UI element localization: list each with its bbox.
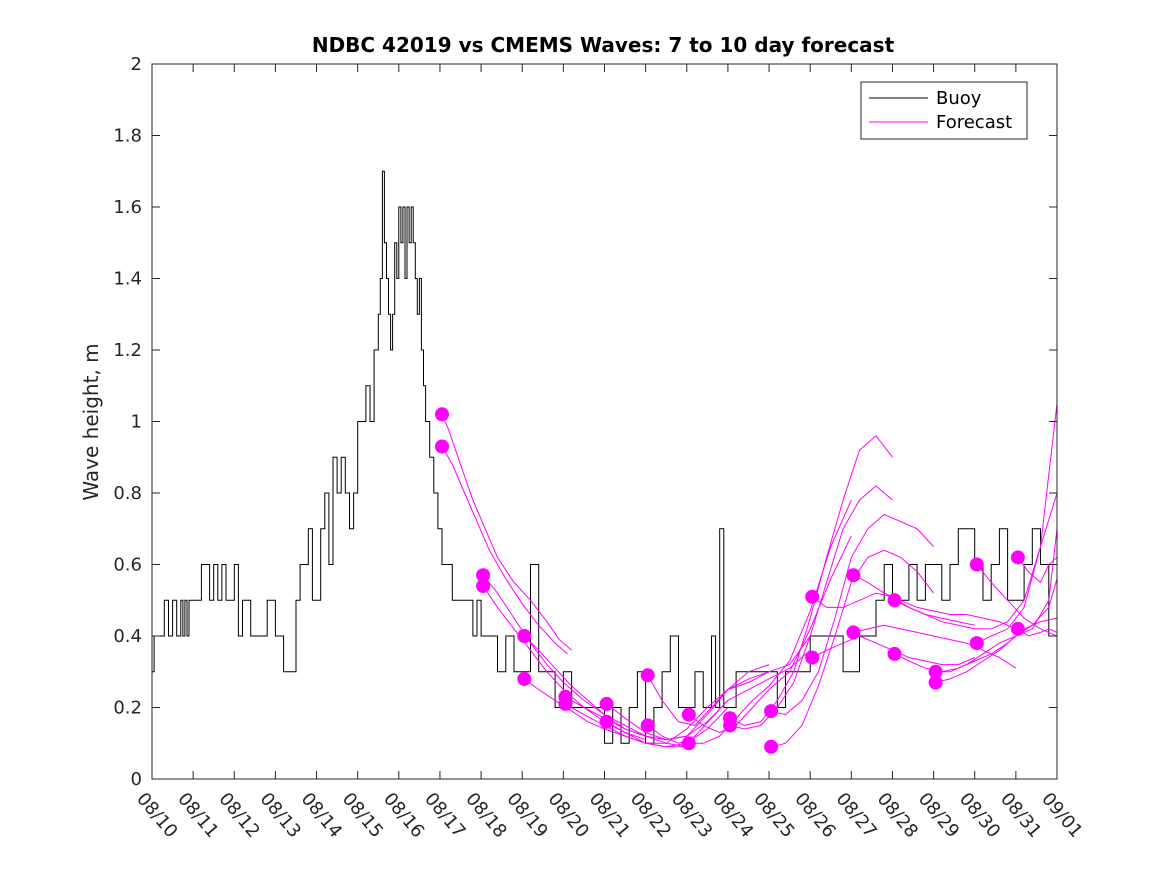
y-tick-label: 0 bbox=[131, 769, 142, 790]
forecast-marker bbox=[887, 646, 902, 661]
forecast-marker bbox=[435, 439, 449, 454]
y-tick-label: 0.2 bbox=[113, 698, 142, 719]
forecast-series-line bbox=[935, 528, 1057, 673]
forecast-marker bbox=[599, 714, 614, 729]
y-tick-label: 0.8 bbox=[113, 483, 142, 504]
forecast-series-line bbox=[482, 574, 646, 737]
forecast-marker bbox=[1010, 550, 1025, 565]
forecast-series-layer bbox=[441, 403, 1057, 748]
forecast-series-line bbox=[565, 696, 729, 741]
buoy-series-line bbox=[152, 170, 1057, 744]
chart-title: NDBC 42019 vs CMEMS Waves: 7 to 10 day f… bbox=[312, 33, 895, 57]
forecast-series-line bbox=[729, 435, 893, 726]
forecast-marker bbox=[435, 407, 449, 422]
y-axis-label: Wave height, m bbox=[79, 343, 103, 500]
y-tick-label: 1.4 bbox=[113, 269, 142, 290]
forecast-marker bbox=[558, 696, 573, 711]
forecast-marker bbox=[969, 557, 984, 572]
forecast-series-line bbox=[523, 635, 687, 748]
forecast-series-line bbox=[441, 414, 572, 651]
forecast-series-line bbox=[976, 564, 1057, 637]
forecast-marker bbox=[476, 568, 491, 583]
forecast-marker bbox=[764, 704, 779, 719]
y-tick-label: 0.4 bbox=[113, 626, 142, 647]
forecast-marker bbox=[599, 696, 614, 711]
forecast-series-line bbox=[894, 492, 1057, 630]
forecast-series-line bbox=[1017, 628, 1057, 637]
y-tick-label: 0.6 bbox=[113, 555, 142, 576]
legend: Buoy Forecast bbox=[860, 81, 1028, 140]
forecast-series-line bbox=[770, 549, 934, 748]
forecast-marker bbox=[805, 589, 820, 604]
forecast-marker bbox=[640, 718, 655, 733]
forecast-series-line bbox=[770, 513, 934, 716]
forecast-marker bbox=[805, 650, 820, 665]
forecast-marker bbox=[681, 707, 696, 722]
forecast-marker bbox=[517, 671, 532, 686]
forecast-marker bbox=[764, 739, 779, 754]
forecast-series-line bbox=[729, 485, 893, 730]
forecast-markers-layer bbox=[435, 407, 1025, 754]
y-axis: 0 0.2 0.4 0.6 0.8 1 1.2 1.4 1.6 1.8 2 bbox=[113, 54, 1057, 790]
legend-box bbox=[860, 81, 1028, 140]
forecast-marker bbox=[887, 593, 902, 608]
forecast-marker bbox=[969, 636, 984, 651]
y-tick-label: 1.2 bbox=[113, 340, 142, 361]
forecast-series-line bbox=[853, 624, 1017, 669]
y-tick-label: 2 bbox=[131, 54, 142, 75]
legend-forecast-label: Forecast bbox=[936, 112, 1012, 133]
y-tick-label: 1.6 bbox=[113, 197, 142, 218]
forecast-series-line bbox=[853, 574, 1017, 630]
forecast-series-line bbox=[606, 671, 770, 744]
forecast-series-line bbox=[441, 446, 568, 655]
forecast-marker bbox=[846, 625, 861, 640]
forecast-series-line bbox=[482, 585, 646, 741]
forecast-series-line bbox=[606, 664, 770, 741]
forecast-marker bbox=[640, 668, 655, 683]
forecast-marker bbox=[1010, 621, 1025, 636]
y-tick-label: 1.8 bbox=[113, 126, 142, 147]
forecast-series-line bbox=[976, 403, 1057, 644]
forecast-marker bbox=[517, 629, 532, 643]
forecast-marker bbox=[723, 718, 737, 733]
forecast-marker bbox=[928, 664, 943, 679]
y-tick-label: 1 bbox=[131, 412, 142, 433]
legend-buoy-label: Buoy bbox=[936, 88, 982, 109]
buoy-series-layer bbox=[152, 170, 1057, 744]
forecast-marker bbox=[928, 675, 943, 690]
forecast-series-line bbox=[935, 578, 1057, 683]
forecast-marker bbox=[681, 736, 696, 751]
forecast-marker bbox=[476, 579, 491, 593]
forecast-marker bbox=[846, 568, 861, 583]
forecast-series-line bbox=[1017, 557, 1057, 584]
forecast-series-line bbox=[647, 635, 811, 726]
